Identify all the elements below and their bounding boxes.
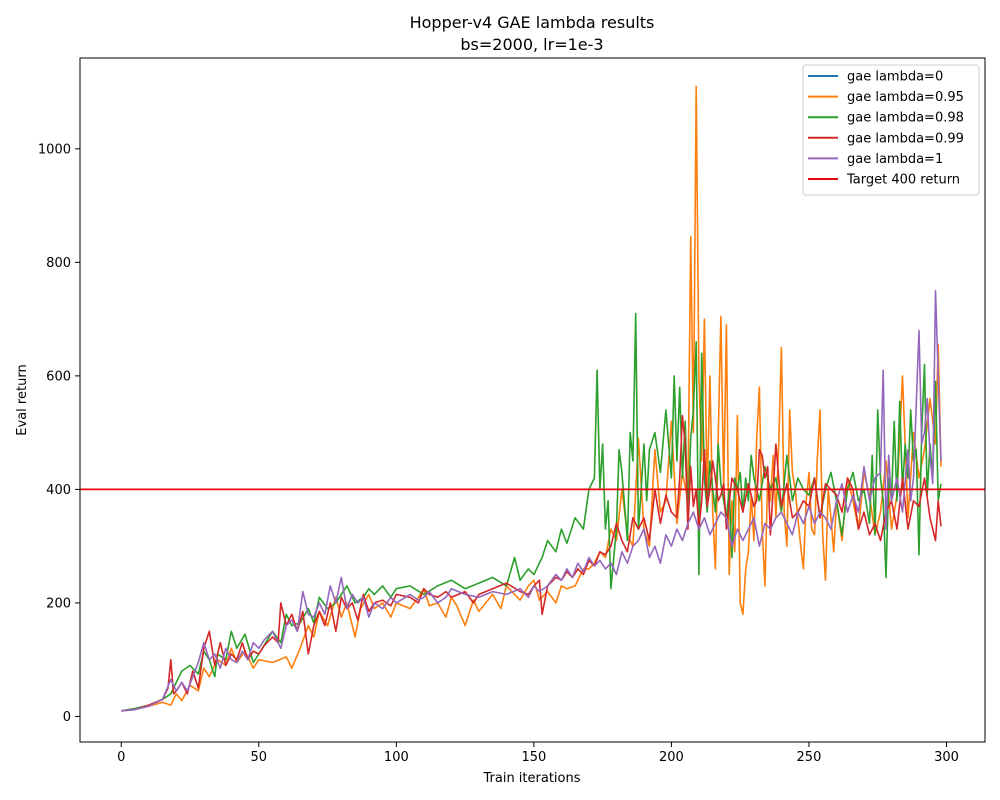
plot-frame	[79, 57, 986, 743]
legend-label: gae lambda=0.98	[847, 111, 964, 126]
x-tick-label: 300	[934, 750, 959, 765]
x-axis-label: Train iterations	[482, 771, 580, 786]
x-tick-label: 100	[384, 750, 409, 765]
y-tick-label: 1000	[38, 142, 71, 157]
legend-label: gae lambda=1	[847, 152, 943, 167]
legend-box	[802, 64, 980, 196]
legend-label: gae lambda=0.99	[847, 131, 964, 146]
legend: gae lambda=0 gae lambda=0.95 gae lambda=0.…	[802, 64, 980, 196]
x-tick-label: 150	[521, 750, 546, 765]
x-axis-ticks: 0 50 100 150 200 250 300	[117, 742, 959, 765]
x-tick-label: 250	[797, 750, 822, 765]
y-tick-label: 600	[46, 369, 71, 384]
series-line-2	[121, 312, 942, 712]
legend-label: gae lambda=0.95	[847, 90, 964, 105]
series-lines	[121, 85, 942, 712]
legend-label: gae lambda=0	[847, 70, 943, 85]
x-tick-label: 200	[659, 750, 684, 765]
legend-label: Target 400 return	[846, 173, 960, 188]
chart-subtitle: bs=2000, lr=1e-3	[460, 35, 603, 54]
x-tick-label: 50	[251, 750, 268, 765]
y-axis-ticks: 0 200 400 600 800 1000	[38, 142, 80, 725]
y-tick-label: 800	[46, 256, 71, 271]
y-tick-label: 0	[63, 710, 71, 725]
y-tick-label: 400	[46, 483, 71, 498]
y-tick-label: 200	[46, 596, 71, 611]
chart-title: Hopper-v4 GAE lambda results	[410, 13, 655, 32]
series-line-4	[121, 289, 942, 712]
y-axis-label: Eval return	[15, 364, 30, 435]
x-tick-label: 0	[117, 750, 125, 765]
series-line-1	[121, 85, 942, 712]
